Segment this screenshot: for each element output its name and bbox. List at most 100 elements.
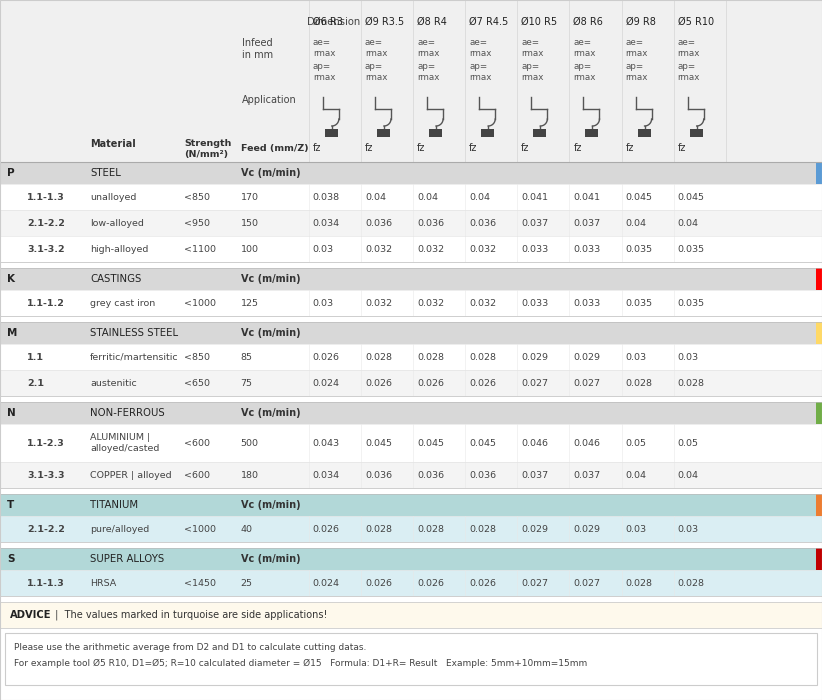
Text: 0.04: 0.04	[417, 193, 438, 202]
Text: 0.032: 0.032	[417, 244, 444, 253]
Bar	[0, 402, 822, 424]
Text: in mm: in mm	[242, 50, 273, 60]
Text: 0.04: 0.04	[626, 470, 647, 480]
Text: grey cast iron: grey cast iron	[90, 298, 155, 307]
Text: 0.032: 0.032	[365, 244, 392, 253]
Bar	[0, 210, 822, 236]
Text: 40: 40	[241, 524, 252, 533]
Text: 0.028: 0.028	[677, 578, 704, 587]
Text: rmax: rmax	[365, 73, 387, 82]
Text: 0.026: 0.026	[469, 578, 496, 587]
Text: 0.05: 0.05	[626, 438, 647, 447]
Text: fz: fz	[417, 143, 426, 153]
Text: HRSA: HRSA	[90, 578, 117, 587]
Text: M: M	[7, 328, 17, 338]
Text: CASTINGS: CASTINGS	[90, 274, 141, 284]
Text: rmax: rmax	[574, 49, 596, 58]
Bar	[816, 322, 822, 344]
Bar	[0, 316, 822, 322]
Text: ADVICE: ADVICE	[10, 610, 52, 620]
Text: COPPER | alloyed: COPPER | alloyed	[90, 470, 172, 480]
Text: ap=: ap=	[521, 62, 539, 71]
Text: 75: 75	[241, 379, 252, 388]
Text: NON-FERROUS: NON-FERROUS	[90, 408, 165, 418]
Text: <850: <850	[184, 193, 210, 202]
Bar	[621, 0, 622, 162]
Text: 170: 170	[241, 193, 259, 202]
Bar	[0, 424, 822, 462]
Text: 0.045: 0.045	[626, 193, 653, 202]
Text: 0.026: 0.026	[312, 353, 339, 361]
Text: T: T	[7, 500, 14, 510]
Text: 0.032: 0.032	[469, 298, 496, 307]
Text: 0.04: 0.04	[677, 218, 699, 228]
Bar	[0, 262, 822, 268]
Text: ae=: ae=	[677, 38, 695, 47]
Text: Infeed: Infeed	[242, 38, 272, 48]
Text: 0.03: 0.03	[312, 298, 334, 307]
Bar	[0, 548, 822, 570]
Text: STAINLESS STEEL: STAINLESS STEEL	[90, 328, 178, 338]
Text: fz: fz	[626, 143, 634, 153]
Text: Ø6 R3: Ø6 R3	[312, 17, 343, 27]
Text: Vc (m/min): Vc (m/min)	[241, 274, 300, 284]
Bar	[0, 462, 822, 488]
Bar	[361, 0, 362, 162]
Text: 0.045: 0.045	[417, 438, 444, 447]
Bar	[0, 162, 822, 184]
Text: ae=: ae=	[417, 38, 435, 47]
Text: Dimension: Dimension	[307, 17, 360, 27]
Text: 0.033: 0.033	[521, 244, 548, 253]
Text: 0.026: 0.026	[365, 578, 392, 587]
Text: fz: fz	[312, 143, 321, 153]
Text: 0.032: 0.032	[417, 298, 444, 307]
Text: 0.026: 0.026	[365, 379, 392, 388]
Bar	[0, 370, 822, 396]
Text: Ø10 R5: Ø10 R5	[521, 17, 557, 27]
Text: 0.04: 0.04	[626, 218, 647, 228]
Bar	[726, 0, 727, 162]
Text: Ø5 R10: Ø5 R10	[677, 17, 713, 27]
Bar	[0, 268, 822, 290]
Bar	[0, 602, 822, 628]
Text: 0.03: 0.03	[626, 353, 647, 361]
Text: 0.045: 0.045	[365, 438, 392, 447]
Text: rmax: rmax	[677, 49, 700, 58]
Text: rmax: rmax	[469, 73, 492, 82]
Text: ap=: ap=	[574, 62, 592, 71]
Text: 0.035: 0.035	[677, 298, 704, 307]
Text: 0.04: 0.04	[469, 193, 490, 202]
Text: 0.032: 0.032	[469, 244, 496, 253]
Text: 500: 500	[241, 438, 259, 447]
Text: P: P	[7, 168, 15, 178]
Text: 0.029: 0.029	[521, 524, 548, 533]
Text: ae=: ae=	[312, 38, 331, 47]
Text: rmax: rmax	[626, 73, 648, 82]
Text: fz: fz	[469, 143, 478, 153]
Text: 125: 125	[241, 298, 259, 307]
Bar	[690, 129, 703, 137]
Text: 0.046: 0.046	[574, 438, 600, 447]
Text: Vc (m/min): Vc (m/min)	[241, 328, 300, 338]
Text: 0.024: 0.024	[312, 379, 339, 388]
Bar	[816, 162, 822, 184]
Text: ap=: ap=	[626, 62, 644, 71]
Text: S: S	[7, 554, 15, 564]
Text: 150: 150	[241, 218, 259, 228]
Bar	[325, 129, 338, 137]
Text: 0.033: 0.033	[574, 244, 601, 253]
Text: <850: <850	[184, 353, 210, 361]
Text: 0.037: 0.037	[574, 218, 601, 228]
Text: 180: 180	[241, 470, 259, 480]
Text: rmax: rmax	[521, 73, 543, 82]
Text: Please use the arithmetic average from D2 and D1 to calculate cutting datas.: Please use the arithmetic average from D…	[14, 643, 367, 652]
Bar	[5, 633, 817, 685]
Text: 0.033: 0.033	[521, 298, 548, 307]
Text: Feed (mm/Z): Feed (mm/Z)	[241, 144, 308, 153]
Bar	[816, 402, 822, 424]
Text: <1100: <1100	[184, 244, 216, 253]
Text: austenitic: austenitic	[90, 379, 137, 388]
Text: 0.036: 0.036	[417, 470, 444, 480]
Bar	[533, 129, 547, 137]
Text: K: K	[7, 274, 15, 284]
